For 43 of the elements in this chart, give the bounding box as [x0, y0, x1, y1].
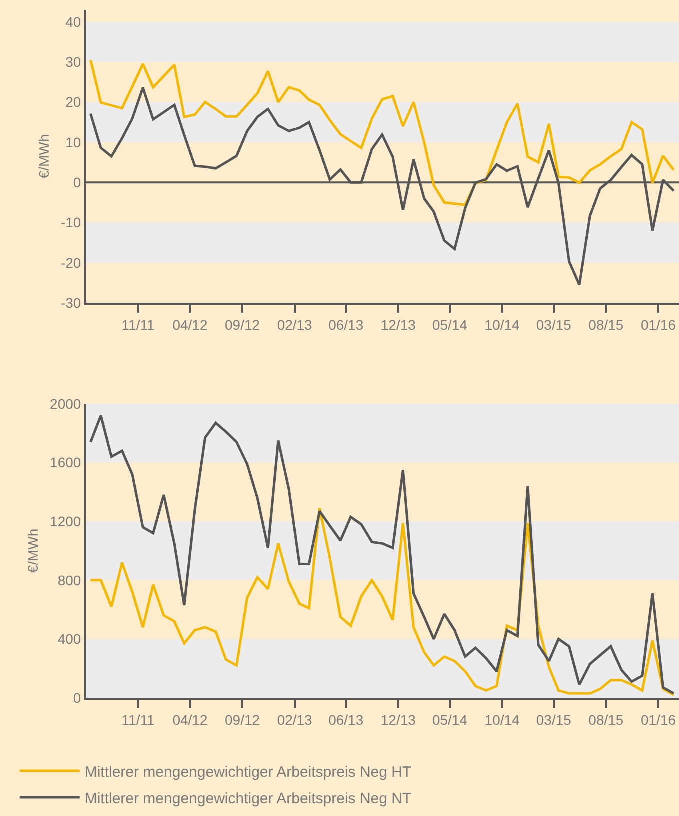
y-tick-label: 40 [66, 14, 82, 30]
y-tick-label: 1200 [50, 514, 82, 530]
x-tick-label: 12/13 [380, 712, 416, 728]
line-series [90, 414, 676, 695]
y-tick-label: 20 [66, 94, 82, 110]
x-tick-label: 02/13 [277, 712, 313, 728]
y-tick-label: -20 [60, 254, 82, 271]
y-tick-label: 0 [73, 690, 82, 706]
y-tick-label: 800 [58, 572, 82, 588]
x-tick-label: 12/13 [380, 316, 416, 333]
x-tick-label: 03/15 [536, 316, 572, 333]
y-tick-label: 2000 [50, 396, 82, 412]
x-tick-label: 01/16 [640, 712, 676, 728]
x-tick-label: 09/12 [225, 712, 260, 728]
y-tick-label: 1600 [50, 454, 82, 471]
x-tick-label: 02/13 [277, 316, 313, 333]
x-tick-label: 04/12 [172, 316, 208, 333]
y-axis-title: €/MWh [25, 528, 42, 574]
x-tick-label: 09/12 [225, 316, 260, 333]
y-tick-label: -10 [60, 214, 82, 231]
x-tick-label: 06/13 [328, 316, 364, 333]
y-tick-label: 400 [58, 631, 82, 648]
legend-label: Mittlerer mengengewichtiger Arbeitspreis Neg NT [84, 790, 412, 808]
legend-label: Mittlerer mengengewichtiger Arbeitspreis Neg HT [84, 764, 412, 781]
line-series [90, 58, 676, 206]
x-tick-label: 05/14 [432, 712, 468, 728]
y-axis-title: €/MWh [36, 134, 52, 179]
x-tick-label: 01/16 [640, 316, 676, 333]
line-series [90, 86, 676, 286]
x-tick-label: 11/11 [122, 712, 155, 728]
x-tick-label: 11/11 [122, 316, 155, 333]
y-tick-label: 0 [73, 174, 82, 190]
x-tick-label: 03/15 [536, 712, 572, 728]
y-tick-label: 30 [66, 54, 82, 70]
x-tick-label: 04/12 [172, 712, 208, 728]
x-tick-label: 08/15 [588, 316, 624, 333]
y-tick-label: -30 [60, 294, 82, 311]
x-tick-label: 10/14 [484, 712, 520, 728]
y-tick-label: 10 [66, 134, 82, 150]
x-tick-label: 10/14 [484, 316, 520, 333]
x-tick-label: 05/14 [432, 316, 468, 333]
x-tick-label: 08/15 [588, 712, 624, 728]
x-tick-label: 06/13 [328, 712, 364, 728]
